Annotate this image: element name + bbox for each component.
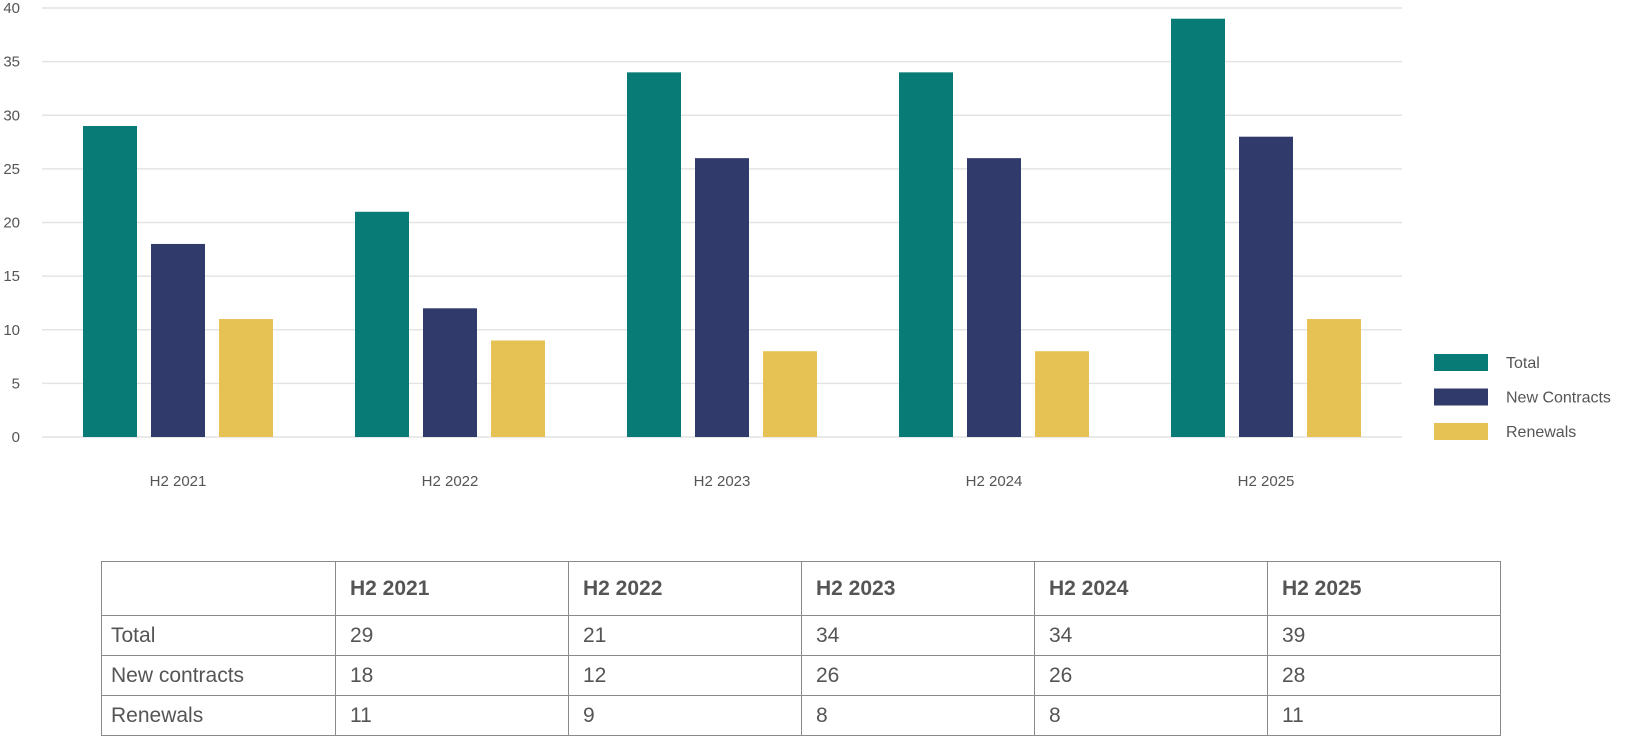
bars: [83, 18, 1361, 437]
y-tick-label: 30: [3, 107, 20, 124]
table-cell: 28: [1267, 655, 1501, 696]
y-tick-label: 25: [3, 161, 20, 178]
x-category-label: H2 2024: [966, 473, 1023, 490]
table-row: New contracts 18 12 26 26 28: [101, 655, 1501, 696]
y-axis-ticks: 0 5 10 15 20 25 30 35 40: [3, 0, 20, 446]
y-tick-label: 0: [12, 429, 20, 446]
table-cell: 29: [335, 615, 569, 656]
bar: [151, 243, 205, 437]
table-cell: 8: [801, 695, 1035, 736]
y-tick-label: 35: [3, 54, 20, 71]
legend-label: New Contracts: [1506, 390, 1611, 407]
legend-swatch: [1434, 423, 1488, 440]
table-cell: 18: [335, 655, 569, 696]
table-cell: 21: [568, 615, 802, 656]
bar: [491, 340, 545, 437]
bar: [763, 351, 817, 437]
bar: [83, 125, 137, 437]
table-row-label: New contracts: [101, 655, 336, 696]
table-row: Total 29 21 34 34 39: [101, 615, 1501, 656]
legend-swatch: [1434, 354, 1488, 371]
table-cell: 39: [1267, 615, 1501, 656]
table-cell: 8: [1034, 695, 1268, 736]
bar: [219, 319, 273, 437]
table-cell: 9: [568, 695, 802, 736]
bar: [627, 72, 681, 437]
table-header-cell: H2 2023: [801, 561, 1035, 616]
y-tick-label: 10: [3, 322, 20, 339]
table-header-cell: H2 2024: [1034, 561, 1268, 616]
bar: [1239, 136, 1293, 437]
x-axis-labels: H2 2021 H2 2022 H2 2023 H2 2024 H2 2025: [150, 473, 1295, 490]
y-tick-label: 40: [3, 0, 20, 17]
table-header-row: H2 2021 H2 2022 H2 2023 H2 2024 H2 2025: [101, 561, 1501, 616]
table-cell: 11: [1267, 695, 1501, 736]
legend: Total New Contracts Renewals: [1434, 354, 1611, 441]
legend-label: Renewals: [1506, 424, 1576, 441]
table-cell: 34: [801, 615, 1035, 656]
bar: [1035, 351, 1089, 437]
data-table: H2 2021 H2 2022 H2 2023 H2 2024 H2 2025 …: [101, 561, 1501, 736]
bar: [967, 158, 1021, 437]
table-corner-cell: [101, 561, 336, 616]
table-header-cell: H2 2025: [1267, 561, 1501, 616]
table-row: Renewals 11 9 8 8 11: [101, 695, 1501, 736]
bar: [1171, 18, 1225, 437]
y-tick-label: 20: [3, 215, 20, 232]
x-category-label: H2 2023: [694, 473, 751, 490]
legend-swatch: [1434, 388, 1488, 406]
bar: [695, 158, 749, 437]
table-cell: 26: [1034, 655, 1268, 696]
x-category-label: H2 2025: [1238, 473, 1295, 490]
x-category-label: H2 2022: [422, 473, 479, 490]
table-header-cell: H2 2022: [568, 561, 802, 616]
legend-label: Total: [1506, 355, 1540, 372]
bar: [899, 72, 953, 437]
table-header-cell: H2 2021: [335, 561, 569, 616]
table-row-label: Total: [101, 615, 336, 656]
y-tick-label: 5: [12, 375, 20, 392]
bar: [355, 211, 409, 437]
bar: [423, 308, 477, 437]
table-row-label: Renewals: [101, 695, 336, 736]
y-tick-label: 15: [3, 268, 20, 285]
table-cell: 12: [568, 655, 802, 696]
table-cell: 34: [1034, 615, 1268, 656]
table-cell: 11: [335, 695, 569, 736]
table-cell: 26: [801, 655, 1035, 696]
x-category-label: H2 2021: [150, 473, 207, 490]
bar: [1307, 319, 1361, 437]
